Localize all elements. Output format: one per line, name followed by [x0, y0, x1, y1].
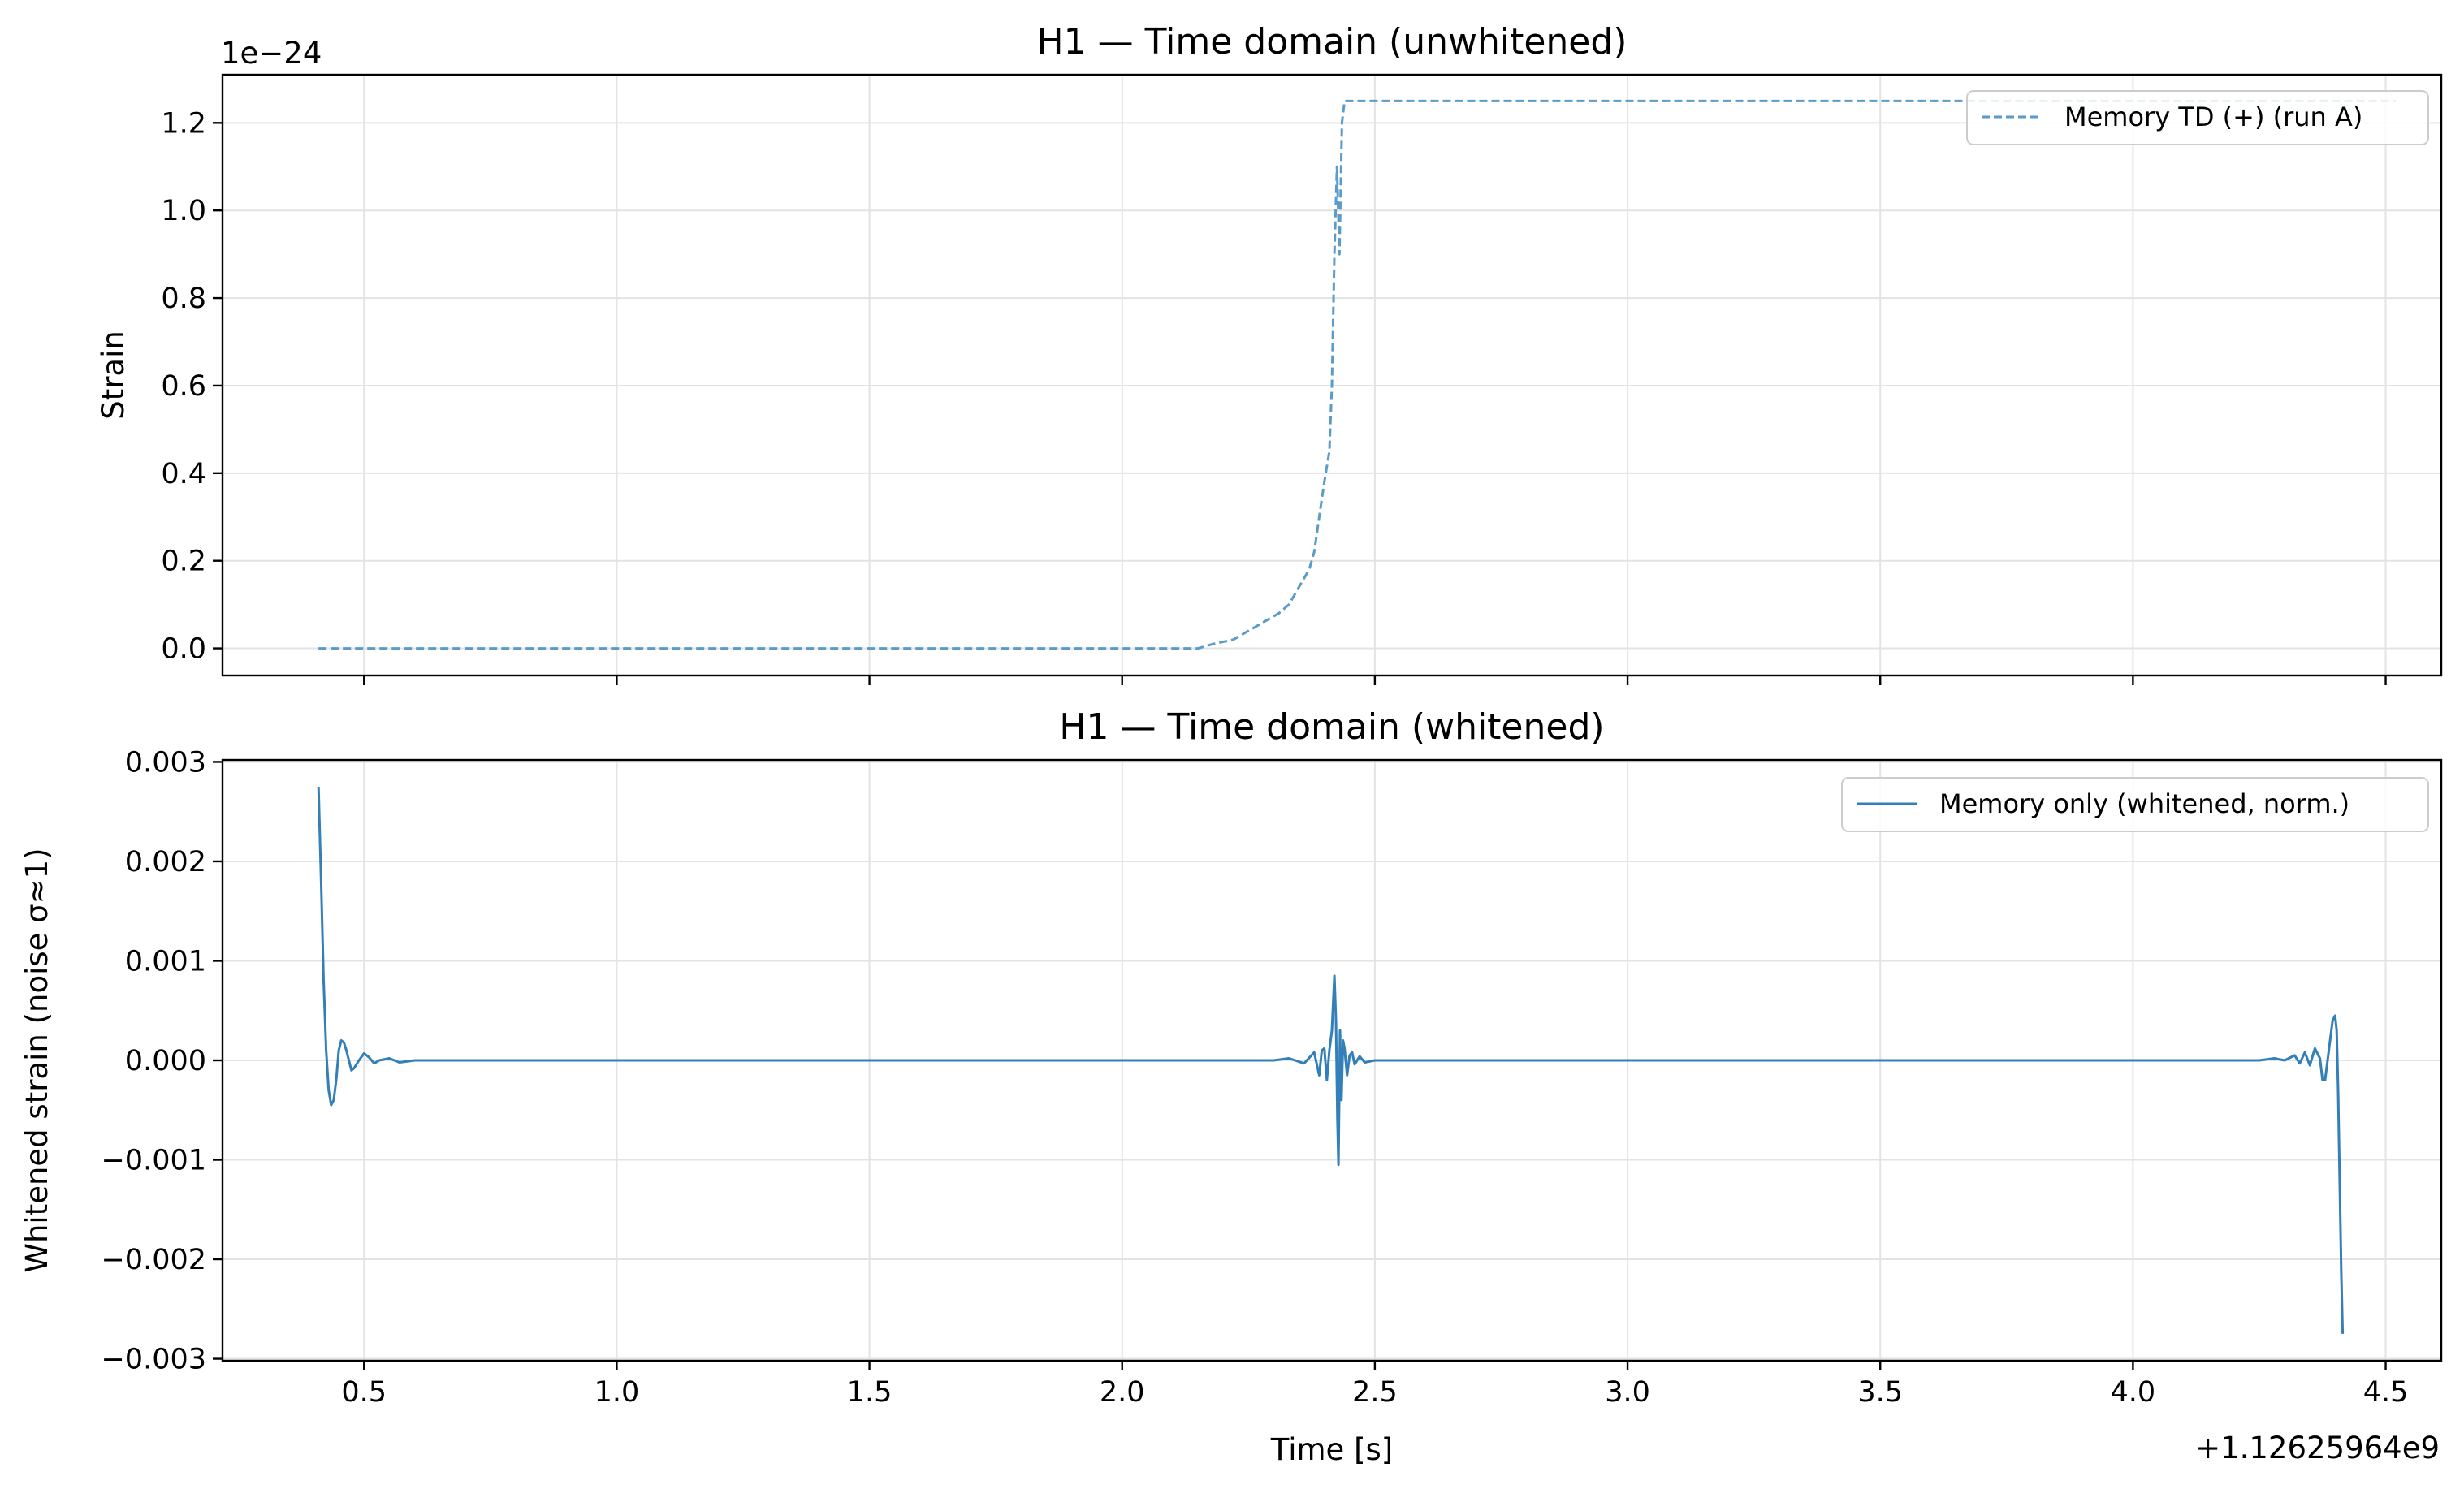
- whitened-y-axis-title: Whitened strain (noise σ≈1): [19, 848, 54, 1272]
- whitened-series-layer: [317, 787, 2345, 1334]
- whitened-x-tick-label: 1.0: [594, 1376, 640, 1409]
- whitened-y-tick-label: −0.003: [101, 1344, 206, 1376]
- whitened-series-line: [317, 787, 2345, 1334]
- whitened-ticks: 0.5 1.0 1.5 2.0 2.5 3.0 3.5 4.0 4.5 −0.003 −0.002 −…: [101, 746, 2408, 1409]
- whitened-x-tick-label: 2.5: [1352, 1376, 1398, 1409]
- whitened-x-offset-label: +1.12625964e9: [2195, 1431, 2440, 1465]
- unwhitened-y-tick-label: 0.0: [161, 633, 206, 666]
- whitened-x-tick-label: 4.0: [2111, 1376, 2156, 1409]
- unwhitened-series-layer: [318, 99, 2396, 650]
- unwhitened-ticks: 0.0 0.2 0.4 0.6 0.8 1.0 1.2: [161, 107, 2387, 685]
- whitened-x-tick-label: 0.5: [341, 1376, 387, 1409]
- whitened-y-tick-label: 0.003: [125, 746, 206, 779]
- whitened-y-tick-label: 0.001: [125, 945, 206, 978]
- whitened-legend-label: Memory only (whitened, norm.): [1939, 788, 2349, 819]
- unwhitened-plot-frame: [221, 73, 2443, 677]
- unwhitened-y-axis-title: Strain: [96, 330, 131, 420]
- whitened-legend[interactable]: Memory only (whitened, norm.): [1841, 777, 2429, 832]
- unwhitened-y-tick-label: 0.6: [161, 370, 206, 403]
- unwhitened-legend-label: Memory TD (+) (run A): [2064, 101, 2362, 132]
- unwhitened-y-tick-label: 0.8: [161, 283, 206, 315]
- unwhitened-y-tick-label: 1.2: [161, 107, 206, 140]
- whitened-y-tick-label: 0.002: [125, 846, 206, 878]
- unwhitened-legend-box: [1966, 90, 2429, 145]
- whitened-x-tick-label: 3.0: [1605, 1376, 1650, 1409]
- unwhitened-y-scale-label: 1e−24: [221, 36, 322, 71]
- whitened-x-tick-label: 3.5: [1857, 1376, 1903, 1409]
- whitened-x-tick-label: 1.5: [847, 1376, 893, 1409]
- whitened-x-tick-label: 2.0: [1100, 1376, 1145, 1409]
- whitened-y-tick-label: −0.002: [101, 1244, 206, 1276]
- unwhitened-legend[interactable]: Memory TD (+) (run A): [1966, 90, 2429, 145]
- whitened-x-axis-title: Time [s]: [1270, 1432, 1393, 1467]
- whitened-x-tick-label: 4.5: [2363, 1376, 2409, 1409]
- whitened-panel: H1 — Time domain (whitened) 0.5 1.0 1.5 2.0…: [19, 706, 2443, 1467]
- unwhitened-y-tick-label: 0.2: [161, 546, 206, 578]
- unwhitened-panel: H1 — Time domain (unwhitened) 0.00.20.40…: [96, 21, 2443, 685]
- whitened-panel-title: H1 — Time domain (whitened): [1059, 706, 1604, 748]
- whitened-legend-box: [1841, 777, 2429, 832]
- unwhitened-panel-title: H1 — Time domain (unwhitened): [1037, 21, 1628, 63]
- unwhitened-y-tick-label: 0.4: [161, 458, 206, 490]
- unwhitened-series-line: [318, 99, 2396, 650]
- whitened-y-tick-label: −0.001: [101, 1145, 206, 1177]
- whitened-y-tick-label: 0.000: [125, 1045, 206, 1077]
- unwhitened-y-tick-label: 1.0: [161, 195, 206, 227]
